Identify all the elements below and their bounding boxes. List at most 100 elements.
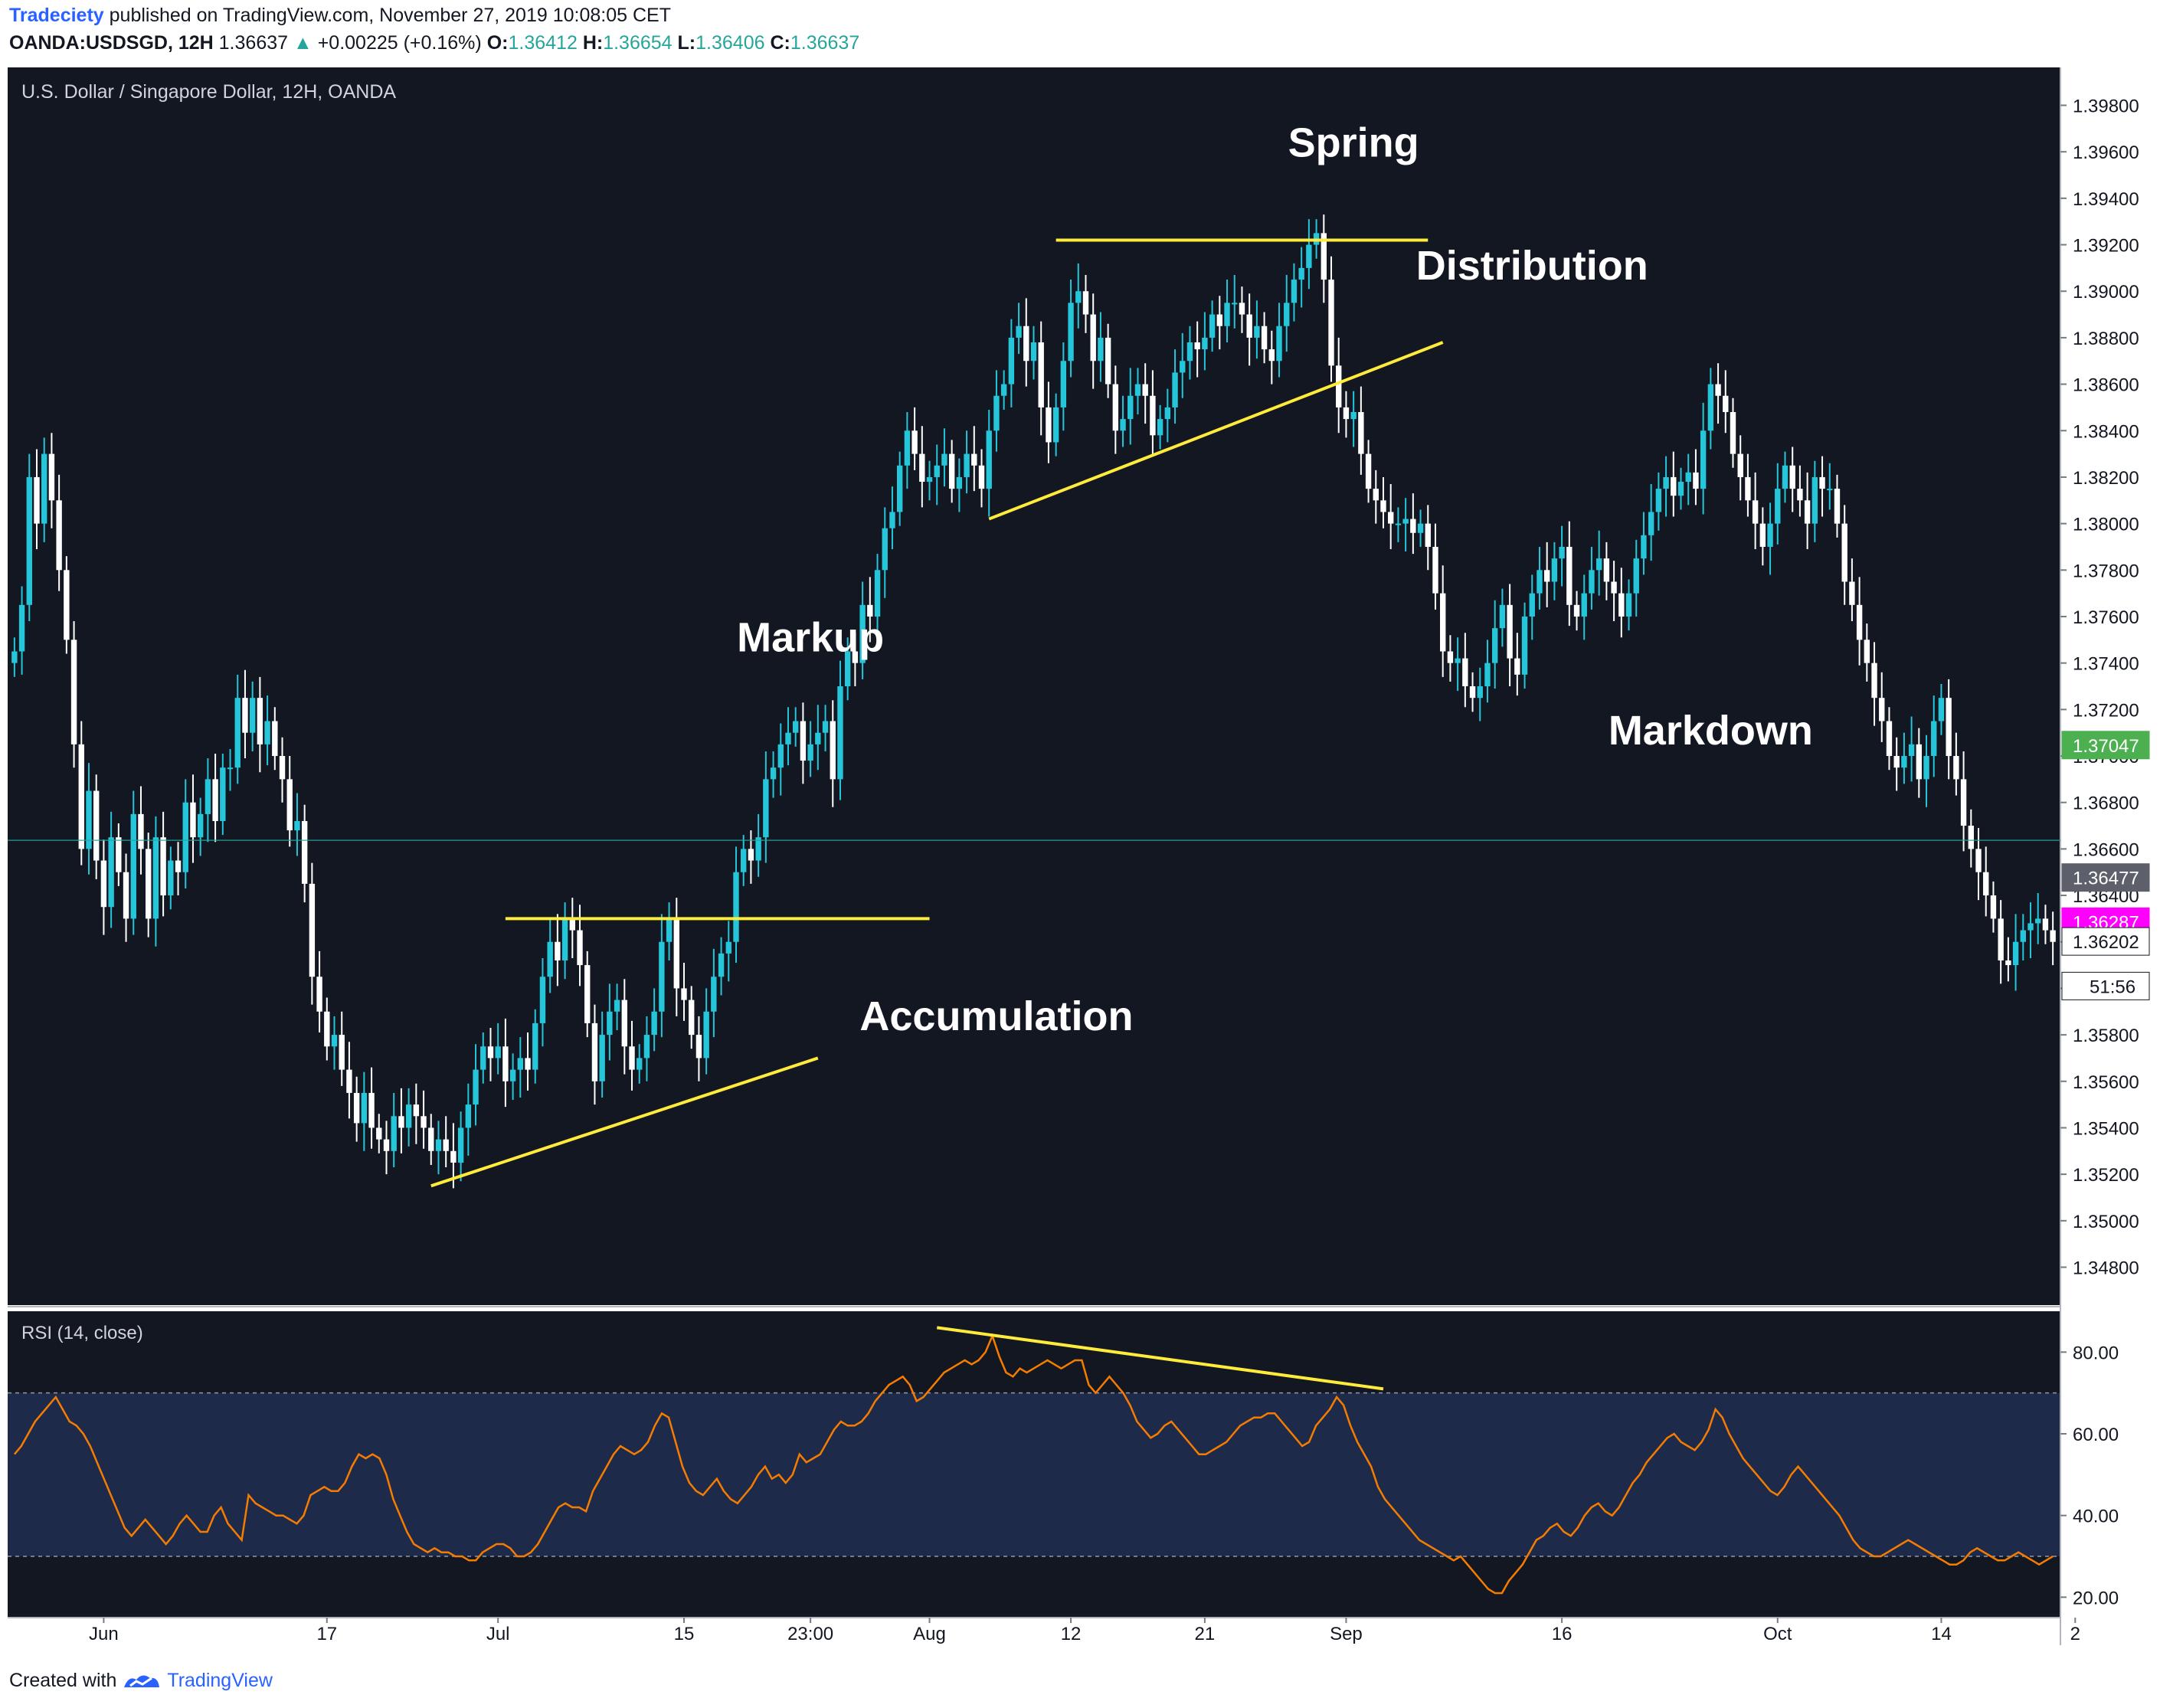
candle-body xyxy=(1797,489,1803,501)
candle-body xyxy=(1685,472,1691,483)
candle-body xyxy=(1127,395,1134,420)
candle-body xyxy=(1655,489,1662,512)
candle-body xyxy=(1841,523,1847,582)
trend-lines xyxy=(430,238,1444,1188)
candle-body xyxy=(1484,663,1491,686)
candle-body xyxy=(1737,453,1743,477)
price-badge xyxy=(2061,863,2150,892)
candle-body xyxy=(1261,326,1268,350)
rsi-tick-label: 60.00 xyxy=(2073,1425,2119,1445)
candle-body xyxy=(748,849,754,861)
time-tick-label: 17 xyxy=(316,1624,337,1644)
candle-body xyxy=(689,1000,695,1036)
candle-body xyxy=(212,779,218,821)
candle-body xyxy=(1618,593,1625,617)
candle-body xyxy=(1425,523,1431,547)
time-tick-label: Jul xyxy=(486,1624,510,1644)
candle-body xyxy=(1216,314,1223,326)
candle-body xyxy=(309,883,316,977)
price-axis-ticks: 1.34800 1.35000 1.35200 1.35400 1.35600 1.358… xyxy=(2060,97,2139,1278)
chart-title: U.S. Dollar / Singapore Dollar, 12H, OAN… xyxy=(21,81,396,103)
candle-body xyxy=(11,651,18,663)
candle-body xyxy=(234,698,241,768)
candle-body xyxy=(1150,395,1156,436)
candle-body xyxy=(1767,523,1773,547)
candle-body xyxy=(703,1011,709,1059)
candle-body xyxy=(1246,314,1252,338)
candle-body xyxy=(755,837,761,861)
candle-body xyxy=(2042,918,2049,931)
annotation-markdown: Markdown xyxy=(1609,708,1813,754)
candle-body xyxy=(1090,314,1096,362)
rsi-line xyxy=(13,1333,2054,1595)
candle-body xyxy=(70,640,77,744)
candle-body xyxy=(2005,960,2011,966)
candle-body xyxy=(116,837,122,872)
rsi-tick-label: 80.00 xyxy=(2073,1343,2119,1363)
candle-body xyxy=(1879,698,1885,721)
candle-body xyxy=(1537,570,1543,594)
candle-body xyxy=(205,779,211,814)
candle-body xyxy=(502,1046,509,1081)
candle-body xyxy=(919,453,925,483)
candle-body xyxy=(956,476,963,489)
candle-body xyxy=(1491,628,1498,663)
candle-body xyxy=(1811,476,1818,524)
candle-body xyxy=(1968,826,1974,849)
candle-body xyxy=(793,721,799,733)
publisher-name[interactable]: Tradeciety xyxy=(9,5,104,26)
price-badge-label: 1.37047 xyxy=(2073,736,2139,757)
candle-body xyxy=(1723,395,1729,412)
candle-body xyxy=(539,977,546,1023)
candle-body xyxy=(1603,558,1610,582)
candle-body xyxy=(673,918,679,989)
candle-body xyxy=(807,744,813,761)
created-with-label: Created with xyxy=(9,1670,117,1691)
candle-body xyxy=(964,453,970,477)
candle-body xyxy=(1417,523,1424,533)
candle-body xyxy=(777,744,784,768)
candle-body xyxy=(316,977,322,1012)
candle-body xyxy=(911,430,918,454)
candle-body xyxy=(830,721,836,780)
candle-body xyxy=(1068,303,1074,362)
candle-body xyxy=(41,453,47,524)
candle-body xyxy=(1402,519,1409,524)
candle-body xyxy=(1819,476,1825,489)
candle-body xyxy=(1105,337,1111,384)
trend-line xyxy=(430,1056,819,1188)
candle-body xyxy=(1700,430,1707,489)
candle-body xyxy=(1365,453,1372,489)
candle-body xyxy=(1291,280,1298,303)
candle-body xyxy=(1157,419,1163,436)
candle-body xyxy=(1663,476,1669,489)
candle-body xyxy=(874,570,881,617)
candle-body xyxy=(1581,593,1587,617)
candle-body xyxy=(971,453,977,466)
price-tick-label: 1.35200 xyxy=(2073,1165,2139,1186)
rsi-title: RSI (14, close) xyxy=(21,1323,143,1343)
price-tick-label: 1.38400 xyxy=(2073,421,2139,442)
candle-body xyxy=(1060,361,1067,407)
open-label: O: xyxy=(486,32,509,54)
high-label: H: xyxy=(582,32,604,54)
candle-body xyxy=(405,1104,412,1128)
time-tick-label: 15 xyxy=(674,1624,695,1644)
time-tick-label: 2 xyxy=(2070,1624,2080,1644)
candle-body xyxy=(473,1069,479,1105)
candle-body xyxy=(607,1011,613,1036)
time-tick-label: 12 xyxy=(1061,1624,1082,1644)
candle-body xyxy=(1328,280,1334,366)
candle-body xyxy=(1693,472,1699,489)
candle-body xyxy=(1120,419,1126,431)
last-price: 1.36637 xyxy=(218,32,289,54)
candle-body xyxy=(383,1139,390,1151)
candle-body xyxy=(1224,303,1230,326)
candle-body xyxy=(695,1035,702,1059)
tradingview-brand[interactable]: TradingView xyxy=(167,1670,273,1691)
annotation-distribution: Distribution xyxy=(1416,243,1648,289)
candle-body xyxy=(1916,744,1923,780)
candle-body xyxy=(948,453,955,489)
candle-body xyxy=(2020,930,2026,942)
